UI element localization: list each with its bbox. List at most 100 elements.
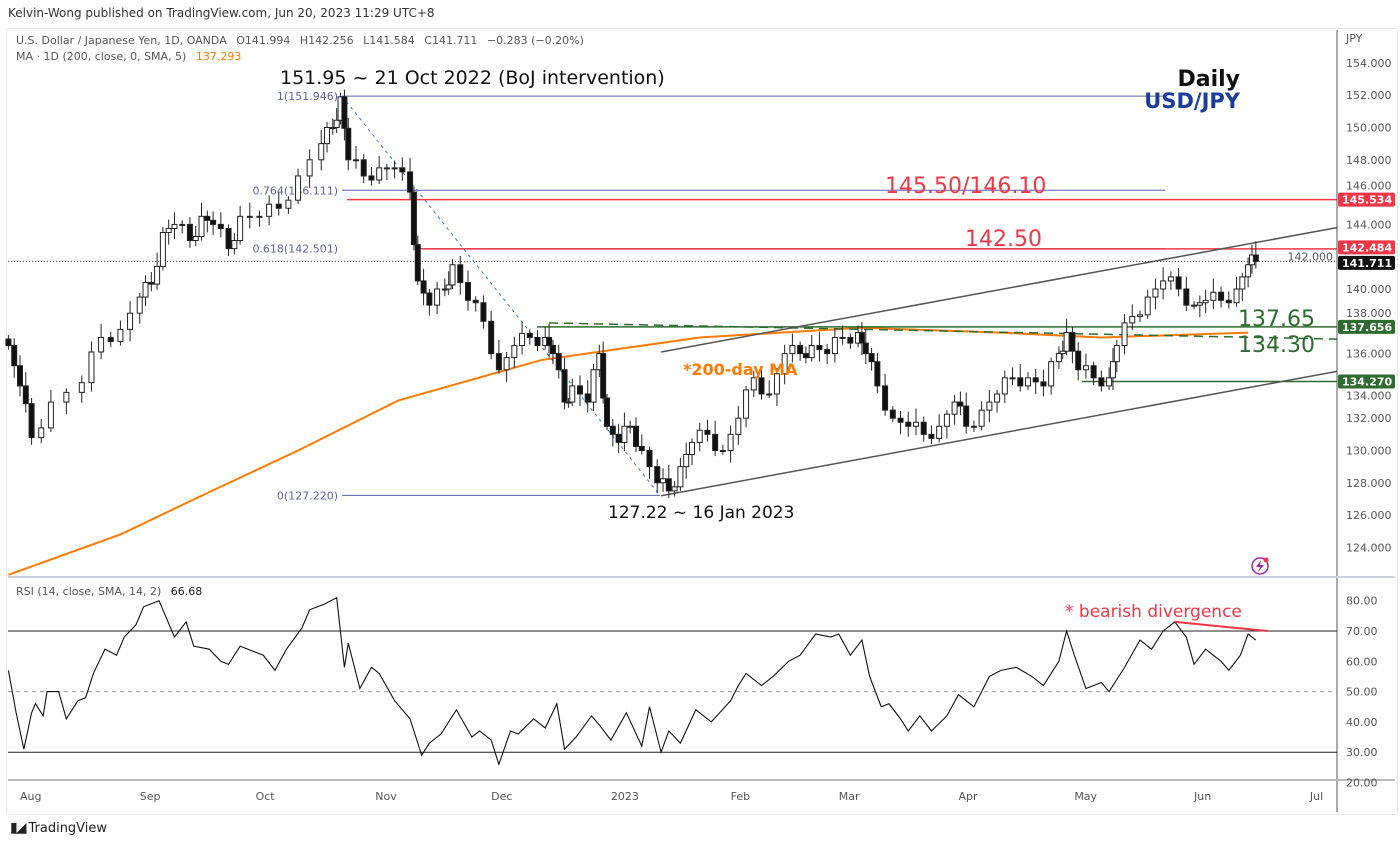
candle-bull <box>688 441 695 456</box>
candle-bear <box>758 377 765 395</box>
candle-bear <box>546 336 553 347</box>
price-tick-label: 144.000 <box>1346 218 1392 231</box>
candle-bear <box>210 219 217 225</box>
candle-bull <box>165 227 172 233</box>
ohlc-close: C141.711 <box>424 34 478 47</box>
price-tick-label: 124.000 <box>1346 541 1392 554</box>
price-tick-label: 132.000 <box>1346 412 1392 425</box>
candle-bear <box>889 409 896 419</box>
price-badge-label: 142.484 <box>1342 241 1392 254</box>
candle-bear <box>420 280 427 294</box>
candle-bear <box>488 320 495 355</box>
candle-bear <box>275 203 282 209</box>
ma-value: 137.293 <box>195 50 242 63</box>
rsi-tick-label: 40.00 <box>1346 716 1378 729</box>
candle-bear <box>654 466 661 484</box>
candle-bear <box>797 345 804 355</box>
candle-bear <box>341 96 348 129</box>
candle-bull <box>1167 276 1174 282</box>
candle-bull <box>1055 353 1062 363</box>
candle-bear <box>858 332 865 344</box>
fib-trend-line <box>341 95 661 496</box>
candle-bull <box>127 312 134 330</box>
rsi-tick-label: 30.00 <box>1346 746 1378 759</box>
time-tick-label: Feb <box>731 790 750 803</box>
candle-bull <box>978 409 985 427</box>
candle-bear <box>426 292 433 306</box>
candle-bear <box>920 421 927 435</box>
rsi-line <box>7 596 1257 767</box>
symbol-name[interactable]: U.S. Dollar / Japanese Yen, 1D, OANDA <box>16 34 227 47</box>
level-label-137: 137.65 <box>1238 307 1315 332</box>
rsi-divergence-line <box>1174 620 1268 632</box>
candle-bear <box>874 361 881 387</box>
price-badge-label: 134.270 <box>1342 376 1392 389</box>
candle-bull <box>154 265 161 285</box>
price-tick-label: 136.000 <box>1346 348 1392 361</box>
time-tick-label: Dec <box>491 790 512 803</box>
candle-bull <box>1152 288 1159 298</box>
candle-bull <box>198 215 205 238</box>
fib-level-label: 0.618(142.501) <box>252 243 338 256</box>
candle-bull <box>696 429 703 443</box>
candle-bull <box>719 450 726 452</box>
candle-bull <box>63 391 70 403</box>
candle-bear <box>1183 288 1190 306</box>
candle-bull <box>434 288 441 306</box>
candle-bull <box>503 357 510 371</box>
candle-bear <box>897 417 904 423</box>
candle-bear <box>868 353 875 363</box>
time-tick-label: Apr <box>958 790 978 803</box>
candle-bear <box>1017 377 1024 387</box>
candle-bear <box>399 167 406 173</box>
candle-bear <box>882 385 889 411</box>
candle-bull <box>256 215 263 218</box>
candle-bull <box>1245 264 1252 278</box>
price-tick-label: 134.000 <box>1346 390 1392 403</box>
rsi-label[interactable]: RSI (14, close, SMA, 14, 2) <box>16 585 162 598</box>
candle-bear <box>646 450 653 468</box>
candle-bull <box>1136 314 1143 317</box>
candle-bull <box>590 369 597 403</box>
price-badge-label: 137.656 <box>1342 321 1392 334</box>
candle-bull <box>285 199 292 209</box>
candle-bull <box>994 393 1001 403</box>
price-tick-label: 154.000 <box>1346 57 1392 70</box>
candle-bull <box>391 167 398 170</box>
candle-bull <box>171 223 178 229</box>
candle-bear <box>824 349 831 355</box>
candle-bull <box>383 167 390 170</box>
candle-bull <box>519 332 526 347</box>
price-badge <box>1338 240 1395 255</box>
candle-bear <box>1252 254 1259 262</box>
candle-bull <box>246 215 253 218</box>
time-tick-label: Nov <box>375 790 397 803</box>
candle-bull <box>789 345 796 355</box>
candle-bull <box>333 119 340 128</box>
tradingview-footer[interactable]: ▮◢ TradingView <box>10 820 107 836</box>
ohlc-change: −0.283 (−0.20%) <box>486 34 584 47</box>
price-axis-currency: JPY <box>1345 32 1363 45</box>
candle-bull <box>295 175 302 201</box>
price-badge-label: 145.534 <box>1342 194 1392 207</box>
candle-bull <box>936 425 943 439</box>
level-label-134: 134.30 <box>1238 333 1315 358</box>
price-tick-label: 138.000 <box>1346 307 1392 320</box>
annotation-jan-low: 127.22 ~ 16 Jan 2023 <box>608 503 794 523</box>
symbol-legend: U.S. Dollar / Japanese Yen, 1D, OANDA O1… <box>16 34 590 47</box>
candle-bull <box>1160 280 1167 290</box>
ma-label[interactable]: MA · 1D (200, close, 0, SMA, 5) <box>16 50 187 63</box>
time-tick-label: Jun <box>1193 790 1211 803</box>
rsi-legend: RSI (14, close, SMA, 14, 2) 66.68 <box>16 585 208 598</box>
candle-bull <box>970 425 977 428</box>
candle-bull <box>569 385 576 403</box>
chart-title-daily: Daily <box>1177 67 1240 92</box>
candle-bear <box>107 336 114 342</box>
candle-bear <box>847 336 854 344</box>
lightning-icon[interactable] <box>1251 557 1269 575</box>
candle-bull <box>1063 332 1070 352</box>
neckline-dashed-line <box>549 322 1337 340</box>
candle-bear <box>1218 291 1225 301</box>
candle-bull <box>1121 322 1128 347</box>
